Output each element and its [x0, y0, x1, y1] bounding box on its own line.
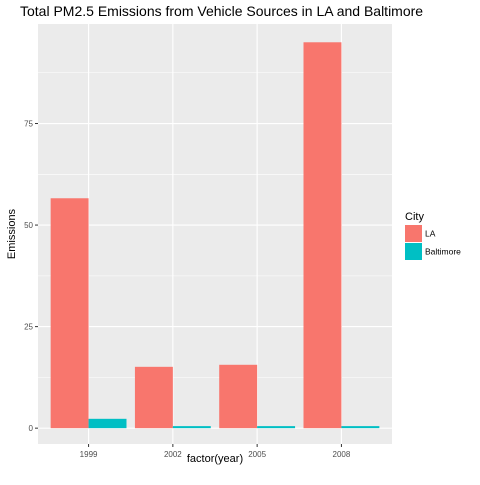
x-tick-label-0: 1999 — [80, 450, 98, 459]
legend: City LA Baltimore — [405, 211, 461, 260]
x-tick-label-1: 2002 — [164, 450, 182, 459]
bar-la-1999 — [50, 198, 89, 429]
y-tick-label-1: 25 — [24, 323, 33, 332]
x-axis: 1999 2002 2005 2008 — [80, 444, 351, 459]
bar-baltimore-2005 — [257, 426, 296, 429]
chart-title: Total PM2.5 Emissions from Vehicle Sourc… — [20, 3, 423, 19]
legend-items: LA Baltimore — [405, 225, 461, 260]
bar-baltimore-2008 — [341, 426, 380, 429]
y-tick-label-0: 0 — [29, 424, 34, 433]
bars — [50, 42, 380, 429]
bar-la-2002 — [134, 366, 173, 429]
y-axis-title: Emissions — [6, 208, 18, 259]
x-tick-label-3: 2008 — [333, 450, 351, 459]
x-tick-label-2: 2005 — [248, 450, 266, 459]
bar-la-2008 — [303, 42, 342, 429]
legend-key-la — [405, 225, 422, 242]
y-tick-label-3: 75 — [24, 120, 33, 129]
legend-title: City — [405, 211, 424, 223]
bar-baltimore-2002 — [172, 426, 211, 429]
legend-label-baltimore: Baltimore — [425, 247, 461, 257]
x-axis-title: factor(year) — [187, 453, 243, 465]
legend-label-la: LA — [425, 229, 436, 239]
bar-la-2005 — [219, 364, 258, 429]
bar-baltimore-1999 — [88, 418, 127, 429]
y-axis: 0 25 50 75 — [24, 120, 38, 433]
y-tick-label-2: 50 — [24, 221, 33, 230]
legend-key-baltimore — [405, 243, 422, 260]
